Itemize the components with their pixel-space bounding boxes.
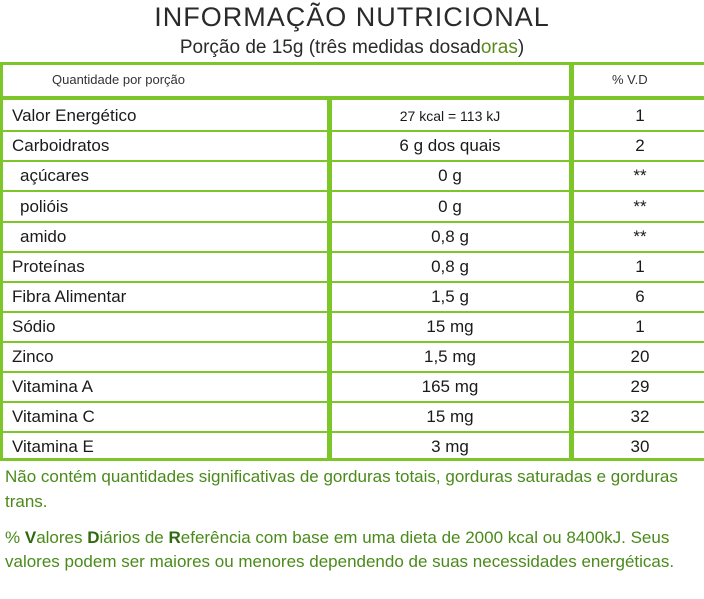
nutrient-daily-value: 2 — [635, 136, 645, 155]
note-dv-letter-r: R — [168, 528, 181, 547]
row-separator — [0, 190, 704, 192]
nutrient-quantity: 1,5 g — [431, 287, 469, 306]
nutrient-quantity: 6 g dos quais — [399, 136, 501, 155]
note-dv-part1: % — [5, 528, 25, 547]
nutrient-name: Fibra Alimentar — [12, 287, 127, 306]
col-divider-2 — [569, 62, 574, 460]
note-dv-letter-d: D — [87, 528, 100, 547]
table-row: Sódio 15 mg 1 — [0, 312, 704, 342]
table-row: Proteínas 0,8 g 1 — [0, 252, 704, 282]
col-header-quantity: Quantidade por porção — [52, 72, 185, 87]
serving-size-end: ) — [517, 37, 525, 58]
note-fats: Não contém quantidades significativas de… — [5, 467, 678, 511]
nutrient-daily-value: ** — [633, 197, 647, 216]
nutrient-daily-value: 20 — [630, 347, 650, 366]
nutrient-name: Vitamina E — [12, 437, 94, 456]
nutrient-name: açúcares — [20, 166, 89, 185]
row-separator — [0, 431, 704, 433]
table-left-border — [0, 62, 3, 461]
row-separator — [0, 371, 704, 373]
nutrient-daily-value: 30 — [630, 437, 650, 456]
table-row: Fibra Alimentar 1,5 g 6 — [0, 282, 704, 312]
row-separator — [0, 311, 704, 313]
note-dv-part3: iários de — [99, 528, 169, 547]
nutrient-name: polióis — [20, 197, 69, 216]
row-separator — [0, 251, 704, 253]
nutrient-quantity: 0,8 g — [431, 257, 469, 276]
nutrient-daily-value: 1 — [635, 317, 645, 336]
nutrient-quantity: 15 mg — [426, 317, 474, 336]
table-bottom-border — [0, 458, 704, 461]
row-separator — [0, 401, 704, 403]
note-daily-values: % Valores Diários de Referência com base… — [5, 526, 701, 574]
nutrient-daily-value: 1 — [635, 257, 645, 276]
nutrient-quantity: 1,5 mg — [424, 347, 476, 366]
table-row: açúcares 0 g ** — [0, 161, 704, 191]
nutrient-quantity: 27 kcal = 113 kJ — [399, 108, 501, 124]
table-row: Vitamina E 3 mg 30 — [0, 432, 704, 462]
nutrient-name: Vitamina A — [12, 377, 93, 396]
nutrient-name: Proteínas — [12, 257, 85, 276]
row-separator — [0, 341, 704, 343]
table-top-border — [0, 62, 704, 65]
nutrient-daily-value: 1 — [635, 106, 645, 125]
serving-size-accent: oras — [480, 37, 518, 58]
nutrient-name: Vitamina C — [12, 407, 95, 426]
header-divider — [0, 96, 704, 100]
nutrient-quantity: 15 mg — [426, 407, 474, 426]
nutrient-quantity: 0 g — [438, 197, 462, 216]
nutrient-name: amido — [20, 227, 67, 246]
nutrient-name: Zinco — [12, 347, 54, 366]
nutrient-daily-value: 29 — [630, 377, 650, 396]
nutrient-quantity: 0,8 g — [431, 227, 469, 246]
col-header-vd: % V.D — [612, 72, 648, 87]
table-row: polióis 0 g ** — [0, 192, 704, 222]
nutrient-daily-value: ** — [633, 227, 647, 246]
note-dv-part2: alores — [36, 528, 88, 547]
nutrient-daily-value: ** — [633, 166, 647, 185]
note-dv-letter-v: V — [24, 528, 37, 547]
table-row: Carboidratos 6 g dos quais 2 — [0, 131, 704, 161]
table-row: Valor Energético 27 kcal = 113 kJ 1 — [0, 101, 704, 131]
nutrient-daily-value: 6 — [635, 287, 645, 306]
nutrient-name: Carboidratos — [12, 136, 110, 155]
col-divider-1 — [327, 98, 332, 460]
panel-title: INFORMAÇÃO NUTRICIONAL — [154, 2, 550, 32]
nutrient-quantity: 3 mg — [431, 437, 469, 456]
row-separator — [0, 130, 704, 132]
serving-size: Porção de 15g (três medidas dosadoras) — [0, 37, 704, 59]
serving-size-text: Porção de 15g (três medidas dosad — [179, 37, 481, 58]
table-row: Zinco 1,5 mg 20 — [0, 342, 704, 372]
nutrient-quantity: 165 mg — [421, 377, 479, 396]
table-row: Vitamina A 165 mg 29 — [0, 372, 704, 402]
nutrient-daily-value: 32 — [630, 407, 650, 426]
note-dv-part4: eferência com base em uma dieta de 2000 … — [5, 528, 675, 571]
nutrient-name: Sódio — [12, 317, 56, 336]
row-separator — [0, 160, 704, 162]
nutrient-quantity: 0 g — [438, 166, 462, 185]
nutrient-name: Valor Energético — [12, 106, 137, 125]
row-separator — [0, 221, 704, 223]
row-separator — [0, 281, 704, 283]
nutrition-table: Quantidade por porção % V.D Valor Energé… — [0, 62, 704, 461]
table-row: Vitamina C 15 mg 32 — [0, 402, 704, 432]
table-row: amido 0,8 g ** — [0, 222, 704, 252]
